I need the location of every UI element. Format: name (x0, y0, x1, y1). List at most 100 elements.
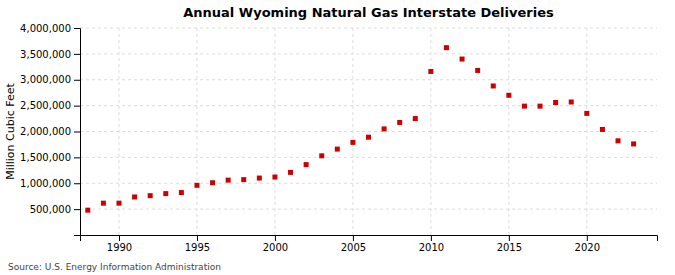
point (335, 147, 340, 152)
title: Annual Wyoming Natural Gas Interstate De… (183, 5, 554, 20)
y-axis-title: Million Cubic Feet (4, 82, 17, 179)
tick: 2000 (263, 235, 288, 253)
tick: 3,000,000 (20, 74, 80, 85)
tick: 2,000,000 (20, 126, 80, 137)
tick-mark (275, 235, 276, 241)
tick-mark (74, 28, 80, 29)
point (397, 120, 402, 125)
grid-line (196, 28, 197, 235)
point (460, 57, 465, 62)
tick-mark (74, 183, 80, 184)
point (506, 93, 511, 98)
point (584, 111, 589, 116)
tick-mark (74, 132, 80, 133)
points (85, 45, 636, 212)
tick-label: 2000 (263, 242, 288, 253)
tick-label: 3,000,000 (20, 74, 71, 85)
point (226, 178, 231, 183)
point (241, 177, 246, 182)
tick-mark (509, 235, 510, 241)
tick-label: 1990 (107, 242, 132, 253)
grid-line (586, 28, 587, 235)
point (148, 193, 153, 198)
tick-label: 1,000,000 (20, 178, 71, 189)
tick: 2010 (419, 235, 444, 253)
tick: 4,000,000 (20, 23, 80, 34)
point (116, 201, 121, 206)
tick-mark (431, 235, 432, 241)
point (163, 191, 168, 196)
plot-area: 1990 1995 2000 2005 2010 2015 2020 500,000 1,000… (20, 23, 657, 253)
tick: 3,500,000 (20, 49, 80, 60)
grid-line (80, 157, 657, 158)
tick: 500,000 (30, 204, 80, 215)
point (194, 183, 199, 188)
grid-line (274, 28, 275, 235)
grid-line (352, 28, 353, 235)
point (553, 100, 558, 105)
tick-label: 1995 (185, 242, 210, 253)
point (444, 45, 449, 50)
tick-mark (353, 235, 354, 241)
point (475, 68, 480, 73)
point (101, 201, 106, 206)
point (257, 176, 262, 181)
tick-label: 3,500,000 (20, 49, 71, 60)
grid-line (80, 183, 657, 184)
point (304, 162, 309, 167)
tick-mark (74, 80, 80, 81)
grid-line (430, 28, 431, 235)
point (132, 194, 137, 199)
tick: 1,500,000 (20, 152, 80, 163)
tick: 2005 (341, 235, 366, 253)
grid-line (80, 28, 657, 29)
tick-label: 2020 (575, 242, 600, 253)
tick-label: 2,000,000 (20, 126, 71, 137)
annotation: Source: U.S. Energy Information Administ… (8, 262, 221, 272)
point (350, 140, 355, 145)
tick-mark (74, 209, 80, 210)
tick-label: 2005 (341, 242, 366, 253)
point (491, 83, 496, 88)
chart: 1990 1995 2000 2005 2010 2015 2020 500,000 1,000… (0, 0, 675, 275)
tick: 1990 (107, 235, 132, 253)
point (569, 100, 574, 105)
tick-label: 2015 (497, 242, 522, 253)
axis-line (81, 236, 658, 242)
tick-mark (74, 106, 80, 107)
point (631, 141, 636, 146)
point (179, 190, 184, 195)
tick-mark (74, 157, 80, 158)
tick-mark (587, 235, 588, 241)
point (428, 69, 433, 74)
tick-mark (74, 54, 80, 55)
point (382, 126, 387, 131)
tick-label: 500,000 (30, 204, 71, 215)
tick-mark (197, 235, 198, 241)
point (85, 208, 90, 213)
y-axis: 500,000 1,000,000 1,500,000 2,000,000 2,500,… (20, 23, 80, 236)
tick: 1,000,000 (20, 178, 80, 189)
point (413, 116, 418, 121)
grid-line (80, 105, 657, 106)
tick: 2,500,000 (20, 100, 80, 111)
point (210, 180, 215, 185)
point (366, 135, 371, 140)
tick: 2015 (497, 235, 522, 253)
grid-line (80, 209, 657, 210)
axis-line (74, 29, 81, 236)
point (522, 104, 527, 109)
tick: 2020 (575, 235, 600, 253)
grid-line (80, 79, 657, 80)
point (272, 175, 277, 180)
point (319, 153, 324, 158)
x-axis: 1990 1995 2000 2005 2010 2015 2020 (81, 235, 658, 253)
point (538, 104, 543, 109)
point (600, 127, 605, 132)
tick-mark (119, 235, 120, 241)
tick-label: 4,000,000 (20, 23, 71, 34)
tick-label: 1,500,000 (20, 152, 71, 163)
grid-line (80, 131, 657, 132)
tick-label: 2,500,000 (20, 100, 71, 111)
tick-label: 2010 (419, 242, 444, 253)
